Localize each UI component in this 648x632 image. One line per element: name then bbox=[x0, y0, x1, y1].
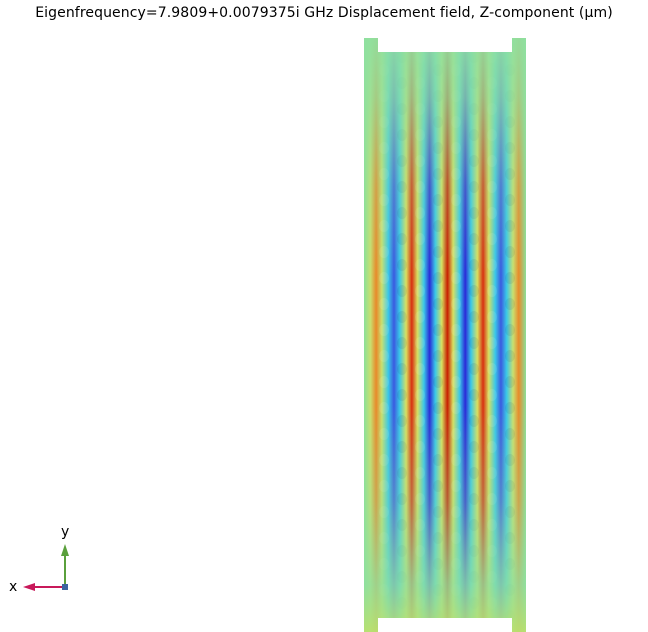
z-axis-origin-icon bbox=[62, 584, 68, 590]
x-arrow-head-icon bbox=[23, 583, 35, 591]
axis-triad bbox=[23, 544, 69, 591]
displacement-field-surface[interactable] bbox=[364, 38, 526, 632]
x-axis-label: x bbox=[9, 579, 18, 595]
y-arrow-head-icon bbox=[61, 544, 69, 556]
y-axis-label: y bbox=[61, 524, 70, 540]
plot-title: Eigenfrequency=7.9809+0.0079375i GHz Dis… bbox=[35, 5, 613, 21]
